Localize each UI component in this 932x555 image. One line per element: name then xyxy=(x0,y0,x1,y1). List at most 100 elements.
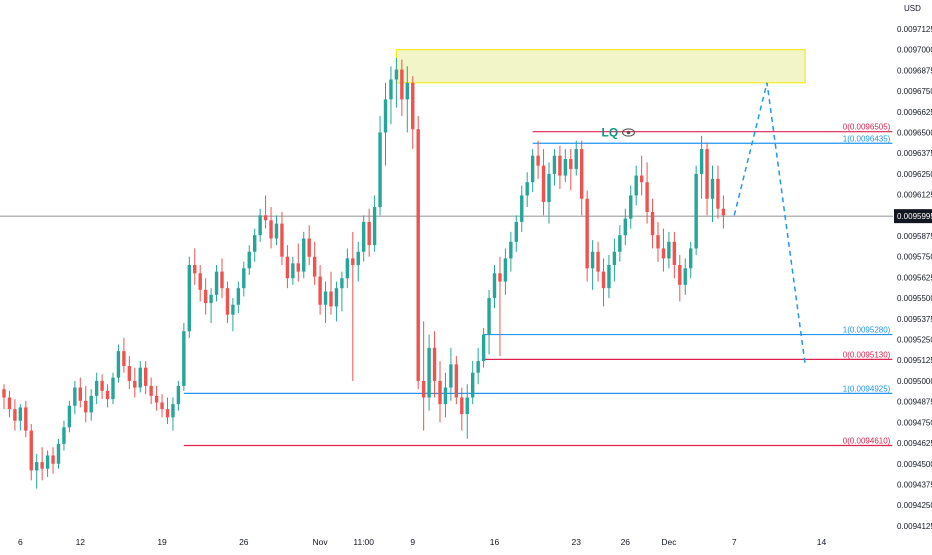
price-axis[interactable]: USD 0.0097125 0.0097000 0.0096875 0.0096750 0… xyxy=(894,4,932,531)
candle-body xyxy=(492,273,497,299)
price-tick-label: 0.0095000 xyxy=(897,377,932,386)
candle xyxy=(242,261,246,297)
candle xyxy=(193,248,197,285)
candle-body xyxy=(345,258,350,279)
candle xyxy=(405,66,409,133)
candle-body xyxy=(340,278,344,289)
candle-body xyxy=(94,380,99,396)
candle-body xyxy=(318,276,322,305)
candle xyxy=(334,281,339,322)
eye-pupil xyxy=(626,130,631,135)
candle-body xyxy=(329,291,333,307)
candle xyxy=(569,149,573,191)
candle-body xyxy=(13,409,17,421)
price-tick-label: 0.0095500 xyxy=(897,294,932,303)
candle xyxy=(612,238,617,282)
price-tick-label: 0.0097000 xyxy=(897,46,932,55)
price-tick-label: 0.0096500 xyxy=(897,129,932,138)
candle-body xyxy=(258,215,262,236)
candle-body xyxy=(372,207,377,246)
candle-body xyxy=(618,235,622,252)
candle-body xyxy=(645,182,649,212)
candle xyxy=(362,215,366,262)
candle xyxy=(176,380,181,411)
candle-body xyxy=(498,273,502,282)
eye-icon[interactable] xyxy=(621,128,636,137)
candle xyxy=(149,377,153,405)
candle xyxy=(165,397,170,424)
candle xyxy=(307,225,311,265)
candle-body xyxy=(558,155,562,176)
candle xyxy=(138,361,142,393)
candle-body xyxy=(116,351,121,378)
candle xyxy=(285,245,290,289)
candle-body xyxy=(182,331,186,386)
candle xyxy=(547,162,551,224)
candle xyxy=(590,240,595,290)
candle-body xyxy=(383,99,388,133)
candle xyxy=(144,361,148,395)
candle-body xyxy=(280,223,284,257)
date-tick-label: 7 xyxy=(732,537,737,547)
candle-body xyxy=(536,155,540,166)
price-tick-label: 0.0095250 xyxy=(897,336,932,345)
candle xyxy=(487,289,491,355)
current-price-tag: 0.0095995 xyxy=(894,209,932,224)
candle xyxy=(296,243,300,282)
candle-body xyxy=(362,221,366,252)
candle-body xyxy=(667,241,671,259)
candle xyxy=(530,149,535,193)
candle xyxy=(639,155,644,196)
date-tick-label: Dec xyxy=(661,537,677,547)
projection-path[interactable] xyxy=(733,82,806,365)
candle xyxy=(269,207,273,249)
candle xyxy=(356,241,360,282)
candle xyxy=(492,265,497,309)
candle xyxy=(116,344,121,383)
candle-body xyxy=(438,380,442,405)
candle xyxy=(498,256,502,357)
candle-body xyxy=(209,294,213,304)
candle-body xyxy=(29,430,33,471)
candle xyxy=(340,271,344,312)
level-label: 1(0.0094925) xyxy=(843,384,891,393)
supply-zone-box[interactable] xyxy=(395,49,806,84)
candle xyxy=(634,165,638,206)
candle xyxy=(40,447,44,481)
candle-body xyxy=(18,407,23,421)
candle-body xyxy=(351,258,355,265)
time-axis[interactable]: 6 12 19 26 Nov 11:00 9 16 23 26 Dec 7 14 xyxy=(18,537,827,547)
candle xyxy=(394,57,399,108)
price-tick-label: 0.0094250 xyxy=(897,501,932,510)
candle-body xyxy=(127,366,132,381)
candle xyxy=(89,389,93,421)
candle-body xyxy=(193,265,197,274)
candle xyxy=(585,190,589,282)
candle-body xyxy=(634,175,638,196)
price-tick-label: 0.0096625 xyxy=(897,108,932,117)
candle xyxy=(220,258,224,299)
candle xyxy=(253,228,257,262)
candle xyxy=(171,397,175,431)
candle-body xyxy=(427,347,431,398)
candle-body xyxy=(672,241,677,265)
price-tick-label: 0.0095875 xyxy=(897,232,932,241)
candle-body xyxy=(694,173,698,249)
price-tick-label: 0.0097125 xyxy=(897,25,932,34)
candle xyxy=(465,384,469,439)
candle xyxy=(710,165,715,222)
candle-body xyxy=(607,265,611,289)
candle xyxy=(721,195,726,229)
candle-body xyxy=(122,351,126,367)
candle xyxy=(618,225,622,262)
candle xyxy=(203,278,208,315)
price-tick-label: 0.0096250 xyxy=(897,170,932,179)
candle xyxy=(18,404,23,431)
candle xyxy=(225,281,230,323)
price-tick-label: 0.0095625 xyxy=(897,273,932,282)
candle xyxy=(705,142,709,216)
price-tick-label: 0.0095125 xyxy=(897,356,932,365)
candle xyxy=(35,453,39,489)
